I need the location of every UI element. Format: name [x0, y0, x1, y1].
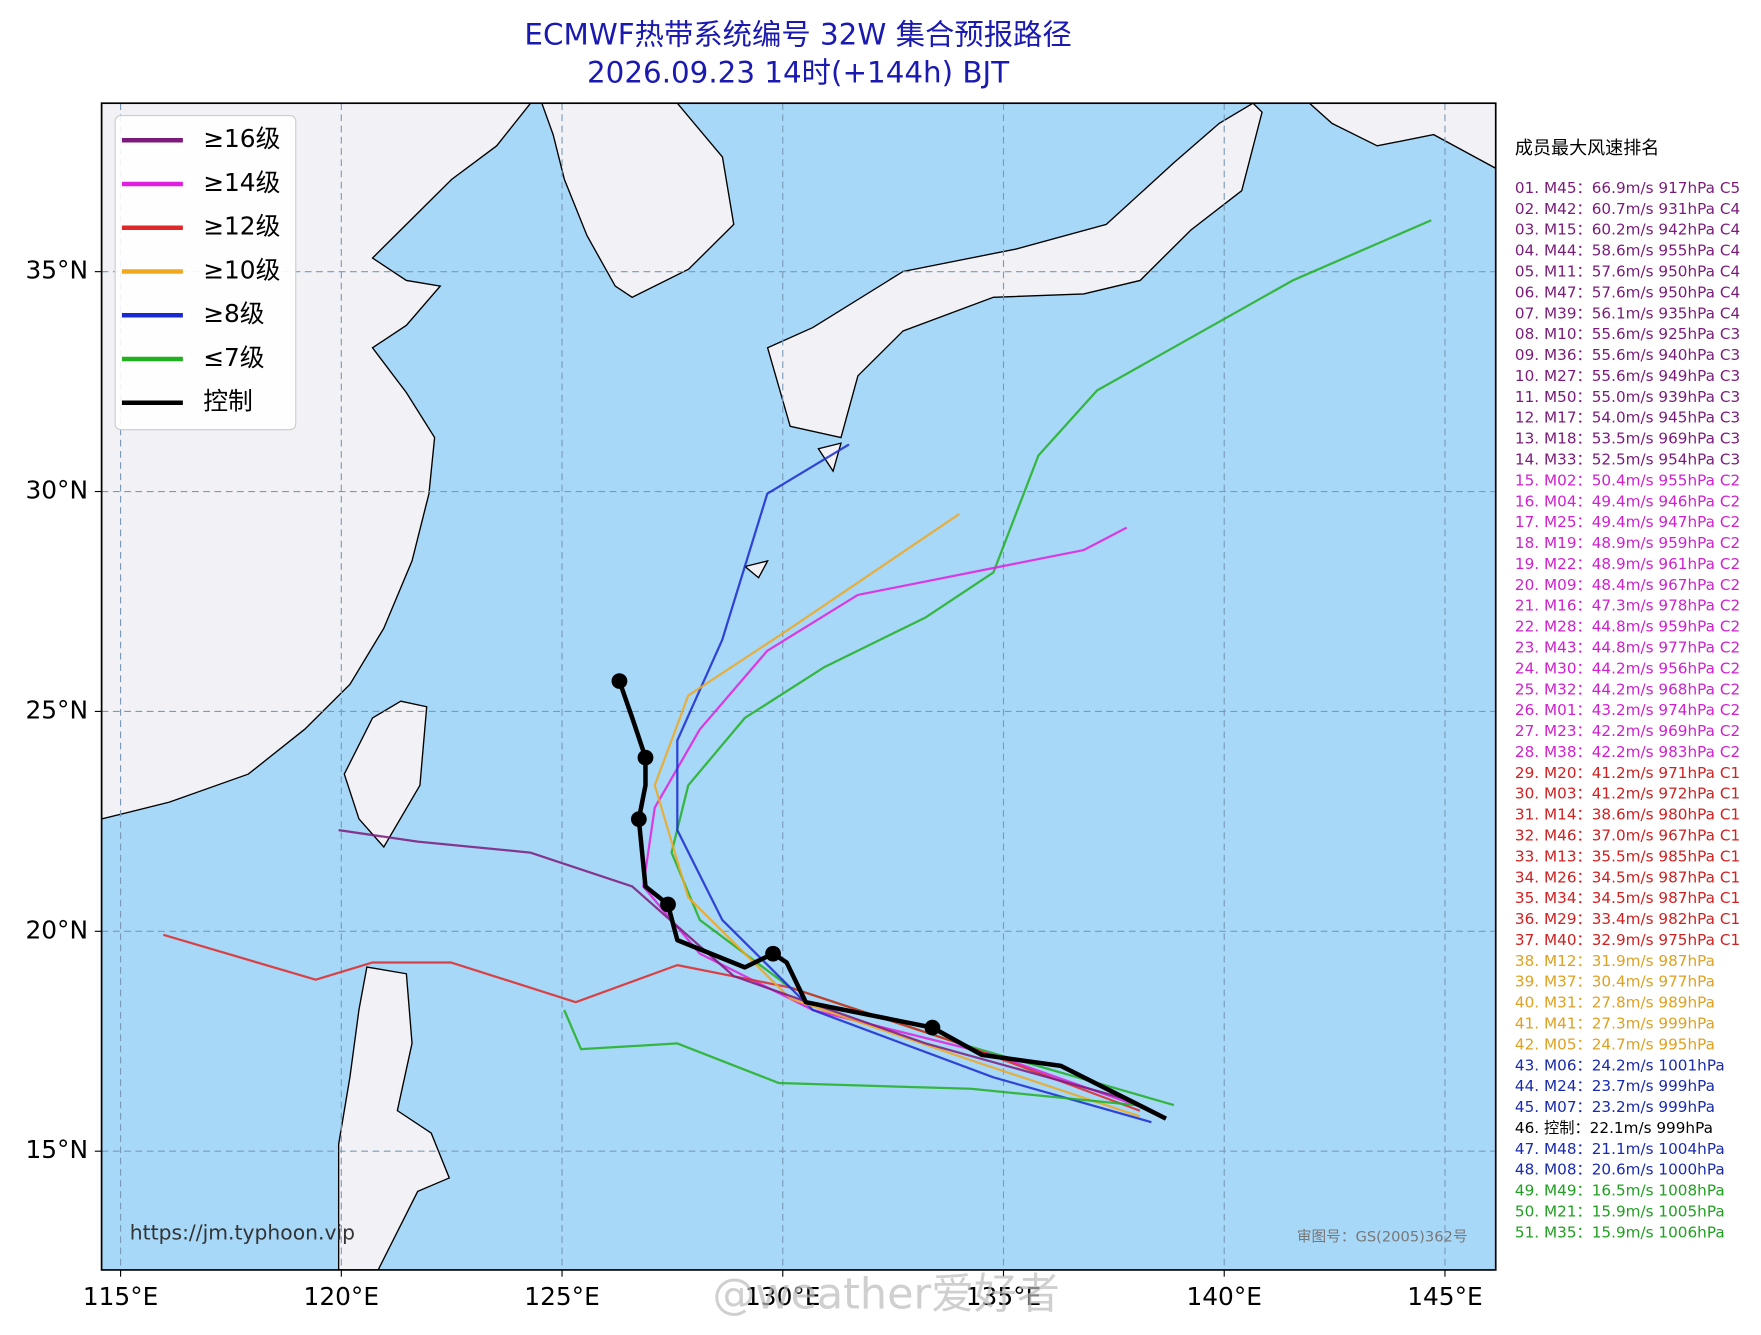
ranking-item: 42. M05：24.7m/s 995hPa — [1515, 1035, 1715, 1053]
y-tick-label: 30°N — [25, 476, 88, 505]
ranking-item: 10. M27：55.6m/s 949hPa C3 — [1515, 367, 1740, 385]
x-tick-label: 120°E — [304, 1282, 379, 1311]
ranking-item: 28. M38：42.2m/s 983hPa C2 — [1515, 743, 1740, 761]
ranking-item: 21. M16：47.3m/s 978hPa C2 — [1515, 597, 1740, 615]
y-tick-label: 15°N — [25, 1135, 88, 1164]
source-url: https://jm.typhoon.vip — [130, 1221, 355, 1245]
control-position — [924, 1019, 941, 1036]
ranking-item: 48. M08：20.6m/s 1000hPa — [1515, 1161, 1725, 1179]
ranking-item: 07. M39：56.1m/s 935hPa C4 — [1515, 304, 1740, 322]
legend-label: ≥16级 — [203, 124, 280, 153]
legend-label: ≥14级 — [203, 168, 280, 197]
ranking-item: 29. M20：41.2m/s 971hPa C1 — [1515, 764, 1740, 782]
control-position — [660, 896, 676, 913]
map-area — [101, 103, 1496, 1270]
control-position — [611, 673, 628, 689]
legend-box — [114, 114, 297, 431]
ranking-item: 35. M34：34.5m/s 987hPa C1 — [1515, 889, 1740, 907]
ranking-item: 30. M03：41.2m/s 972hPa C1 — [1515, 785, 1740, 803]
ranking-item: 40. M31：27.8m/s 989hPa — [1515, 994, 1715, 1012]
control-track — [617, 680, 1168, 1121]
ranking-item: 39. M37：30.4m/s 977hPa — [1515, 973, 1715, 991]
ranking-item: 19. M22：48.9m/s 961hPa C2 — [1515, 555, 1740, 573]
ranking-item: 14. M33：52.5m/s 954hPa C3 — [1515, 451, 1740, 469]
ranking-item: 25. M32：44.2m/s 968hPa C2 — [1515, 680, 1740, 698]
ranking-title: 成员最大风速排名 — [1515, 138, 1659, 159]
ranking-item: 26. M01：43.2m/s 974hPa C2 — [1515, 701, 1740, 719]
control-position — [630, 811, 647, 828]
ranking-item: 41. M41：27.3m/s 999hPa — [1515, 1015, 1715, 1033]
ranking-item: 08. M10：55.6m/s 925hPa C3 — [1515, 325, 1740, 343]
ranking-item: 17. M25：49.4m/s 947hPa C2 — [1515, 513, 1740, 531]
x-tick-label: 145°E — [1407, 1282, 1482, 1311]
ranking-item: 27. M23：42.2m/s 969hPa C2 — [1515, 722, 1740, 740]
ranking-item: 11. M50：55.0m/s 939hPa C3 — [1515, 388, 1740, 406]
x-tick-label: 125°E — [524, 1282, 599, 1311]
ranking-item: 22. M28：44.8m/s 959hPa C2 — [1515, 618, 1740, 636]
ranking-item: 02. M42：60.7m/s 931hPa C4 — [1515, 200, 1740, 218]
ranking-item: 32. M46：37.0m/s 967hPa C1 — [1515, 827, 1740, 845]
control-position — [637, 749, 654, 766]
legend-label: ≥8级 — [203, 299, 264, 328]
ranking-item: 04. M44：58.6m/s 955hPa C4 — [1515, 242, 1740, 260]
member-track — [163, 933, 1141, 1112]
x-tick-label: 135°E — [966, 1282, 1041, 1311]
legend-label: 控制 — [203, 387, 253, 416]
ranking-item: 12. M17：54.0m/s 945hPa C3 — [1515, 409, 1740, 427]
ranking-item: 51. M35：15.9m/s 1006hPa — [1515, 1223, 1725, 1241]
ranking-item: 01. M45：66.9m/s 917hPa C5 — [1515, 179, 1740, 197]
member-track — [653, 512, 1141, 1118]
member-track — [676, 443, 1152, 1124]
ranking-item: 33. M13：35.5m/s 985hPa C1 — [1515, 847, 1740, 865]
member-track — [563, 1009, 1141, 1107]
control-position — [765, 945, 781, 962]
ranking-item: 16. M04：49.4m/s 946hPa C2 — [1515, 492, 1740, 510]
ranking-item: 46. 控制：22.1m/s 999hPa — [1515, 1119, 1713, 1137]
ranking-item: 45. M07：23.2m/s 999hPa — [1515, 1098, 1715, 1116]
ranking-item: 18. M19：48.9m/s 959hPa C2 — [1515, 534, 1740, 552]
ranking-item: 15. M02：50.4m/s 955hPa C2 — [1515, 471, 1740, 489]
ranking-item: 34. M26：34.5m/s 987hPa C1 — [1515, 868, 1740, 886]
legend-label: ≤7级 — [203, 343, 264, 372]
ranking-item: 13. M18：53.5m/s 969hPa C3 — [1515, 430, 1740, 448]
member-track — [338, 829, 1130, 1101]
watermark: @weather爱好者 — [713, 1269, 1060, 1319]
y-tick-label: 20°N — [25, 915, 88, 944]
map-frame — [100, 102, 1497, 1271]
ranking-item: 09. M36：55.6m/s 940hPa C3 — [1515, 346, 1740, 364]
ranking-item: 43. M06：24.2m/s 1001hPa — [1515, 1056, 1725, 1074]
x-tick-label: 115°E — [83, 1282, 158, 1311]
ranking-item: 47. M48：21.1m/s 1004hPa — [1515, 1140, 1725, 1158]
title: ECMWF热带系统编号 32W 集合预报路径 — [524, 17, 1071, 51]
map-approval: 审图号：GS(2005)362号 — [1297, 1228, 1468, 1245]
member-track — [670, 219, 1432, 1107]
ranking-item: 36. M29：33.4m/s 982hPa C1 — [1515, 910, 1740, 928]
ranking-item: 24. M30：44.2m/s 956hPa C2 — [1515, 659, 1740, 677]
subtitle: 2026.09.23 14时(+144h) BJT — [587, 56, 1009, 90]
x-tick-label: 130°E — [745, 1282, 820, 1311]
ranking-item: 49. M49：16.5m/s 1008hPa — [1515, 1182, 1725, 1200]
ranking-item: 06. M47：57.6m/s 950hPa C4 — [1515, 283, 1740, 301]
ranking-item: 37. M40：32.9m/s 975hPa C1 — [1515, 931, 1740, 949]
y-tick-label: 25°N — [25, 695, 88, 724]
ranking-item: 31. M14：38.6m/s 980hPa C1 — [1515, 806, 1740, 824]
y-tick-label: 35°N — [25, 256, 88, 285]
ranking-item: 23. M43：44.8m/s 977hPa C2 — [1515, 639, 1740, 657]
x-tick-label: 140°E — [1186, 1282, 1261, 1311]
ranking-item: 44. M24：23.7m/s 999hPa — [1515, 1077, 1715, 1095]
ranking-item: 03. M15：60.2m/s 942hPa C4 — [1515, 221, 1740, 239]
legend-label: ≥12级 — [203, 212, 280, 241]
ranking-item: 38. M12：31.9m/s 987hPa — [1515, 952, 1715, 970]
ranking-item: 50. M21：15.9m/s 1005hPa — [1515, 1203, 1725, 1221]
ranking-item: 05. M11：57.6m/s 950hPa C4 — [1515, 263, 1740, 281]
legend-label: ≥10级 — [203, 256, 280, 285]
ranking-item: 20. M09：48.4m/s 967hPa C2 — [1515, 576, 1740, 594]
